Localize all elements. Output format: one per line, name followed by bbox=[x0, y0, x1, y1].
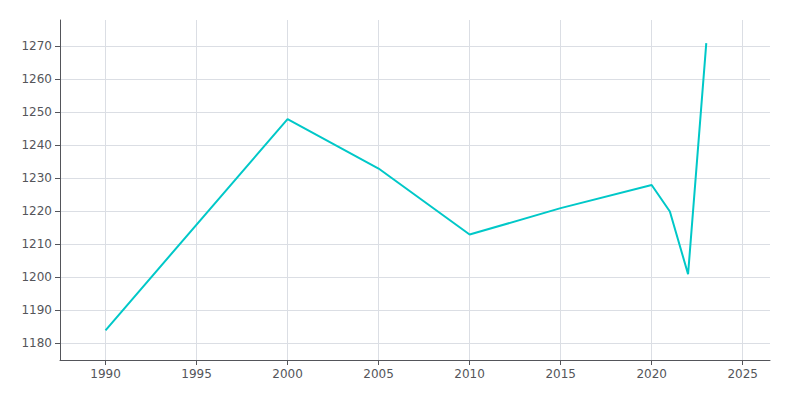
svg-text:2025: 2025 bbox=[727, 367, 758, 381]
svg-text:1200: 1200 bbox=[21, 270, 52, 284]
svg-text:1190: 1190 bbox=[21, 303, 52, 317]
svg-text:2005: 2005 bbox=[363, 367, 394, 381]
svg-text:1220: 1220 bbox=[21, 204, 52, 218]
svg-text:2000: 2000 bbox=[272, 367, 303, 381]
svg-text:1180: 1180 bbox=[21, 336, 52, 350]
svg-text:1990: 1990 bbox=[90, 367, 121, 381]
svg-text:1230: 1230 bbox=[21, 171, 52, 185]
svg-text:2015: 2015 bbox=[545, 367, 576, 381]
svg-text:1240: 1240 bbox=[21, 138, 52, 152]
svg-text:2010: 2010 bbox=[454, 367, 485, 381]
svg-text:1250: 1250 bbox=[21, 105, 52, 119]
svg-text:2020: 2020 bbox=[636, 367, 667, 381]
svg-text:1210: 1210 bbox=[21, 237, 52, 251]
svg-text:1260: 1260 bbox=[21, 72, 52, 86]
svg-text:1995: 1995 bbox=[181, 367, 212, 381]
svg-text:1270: 1270 bbox=[21, 39, 52, 53]
